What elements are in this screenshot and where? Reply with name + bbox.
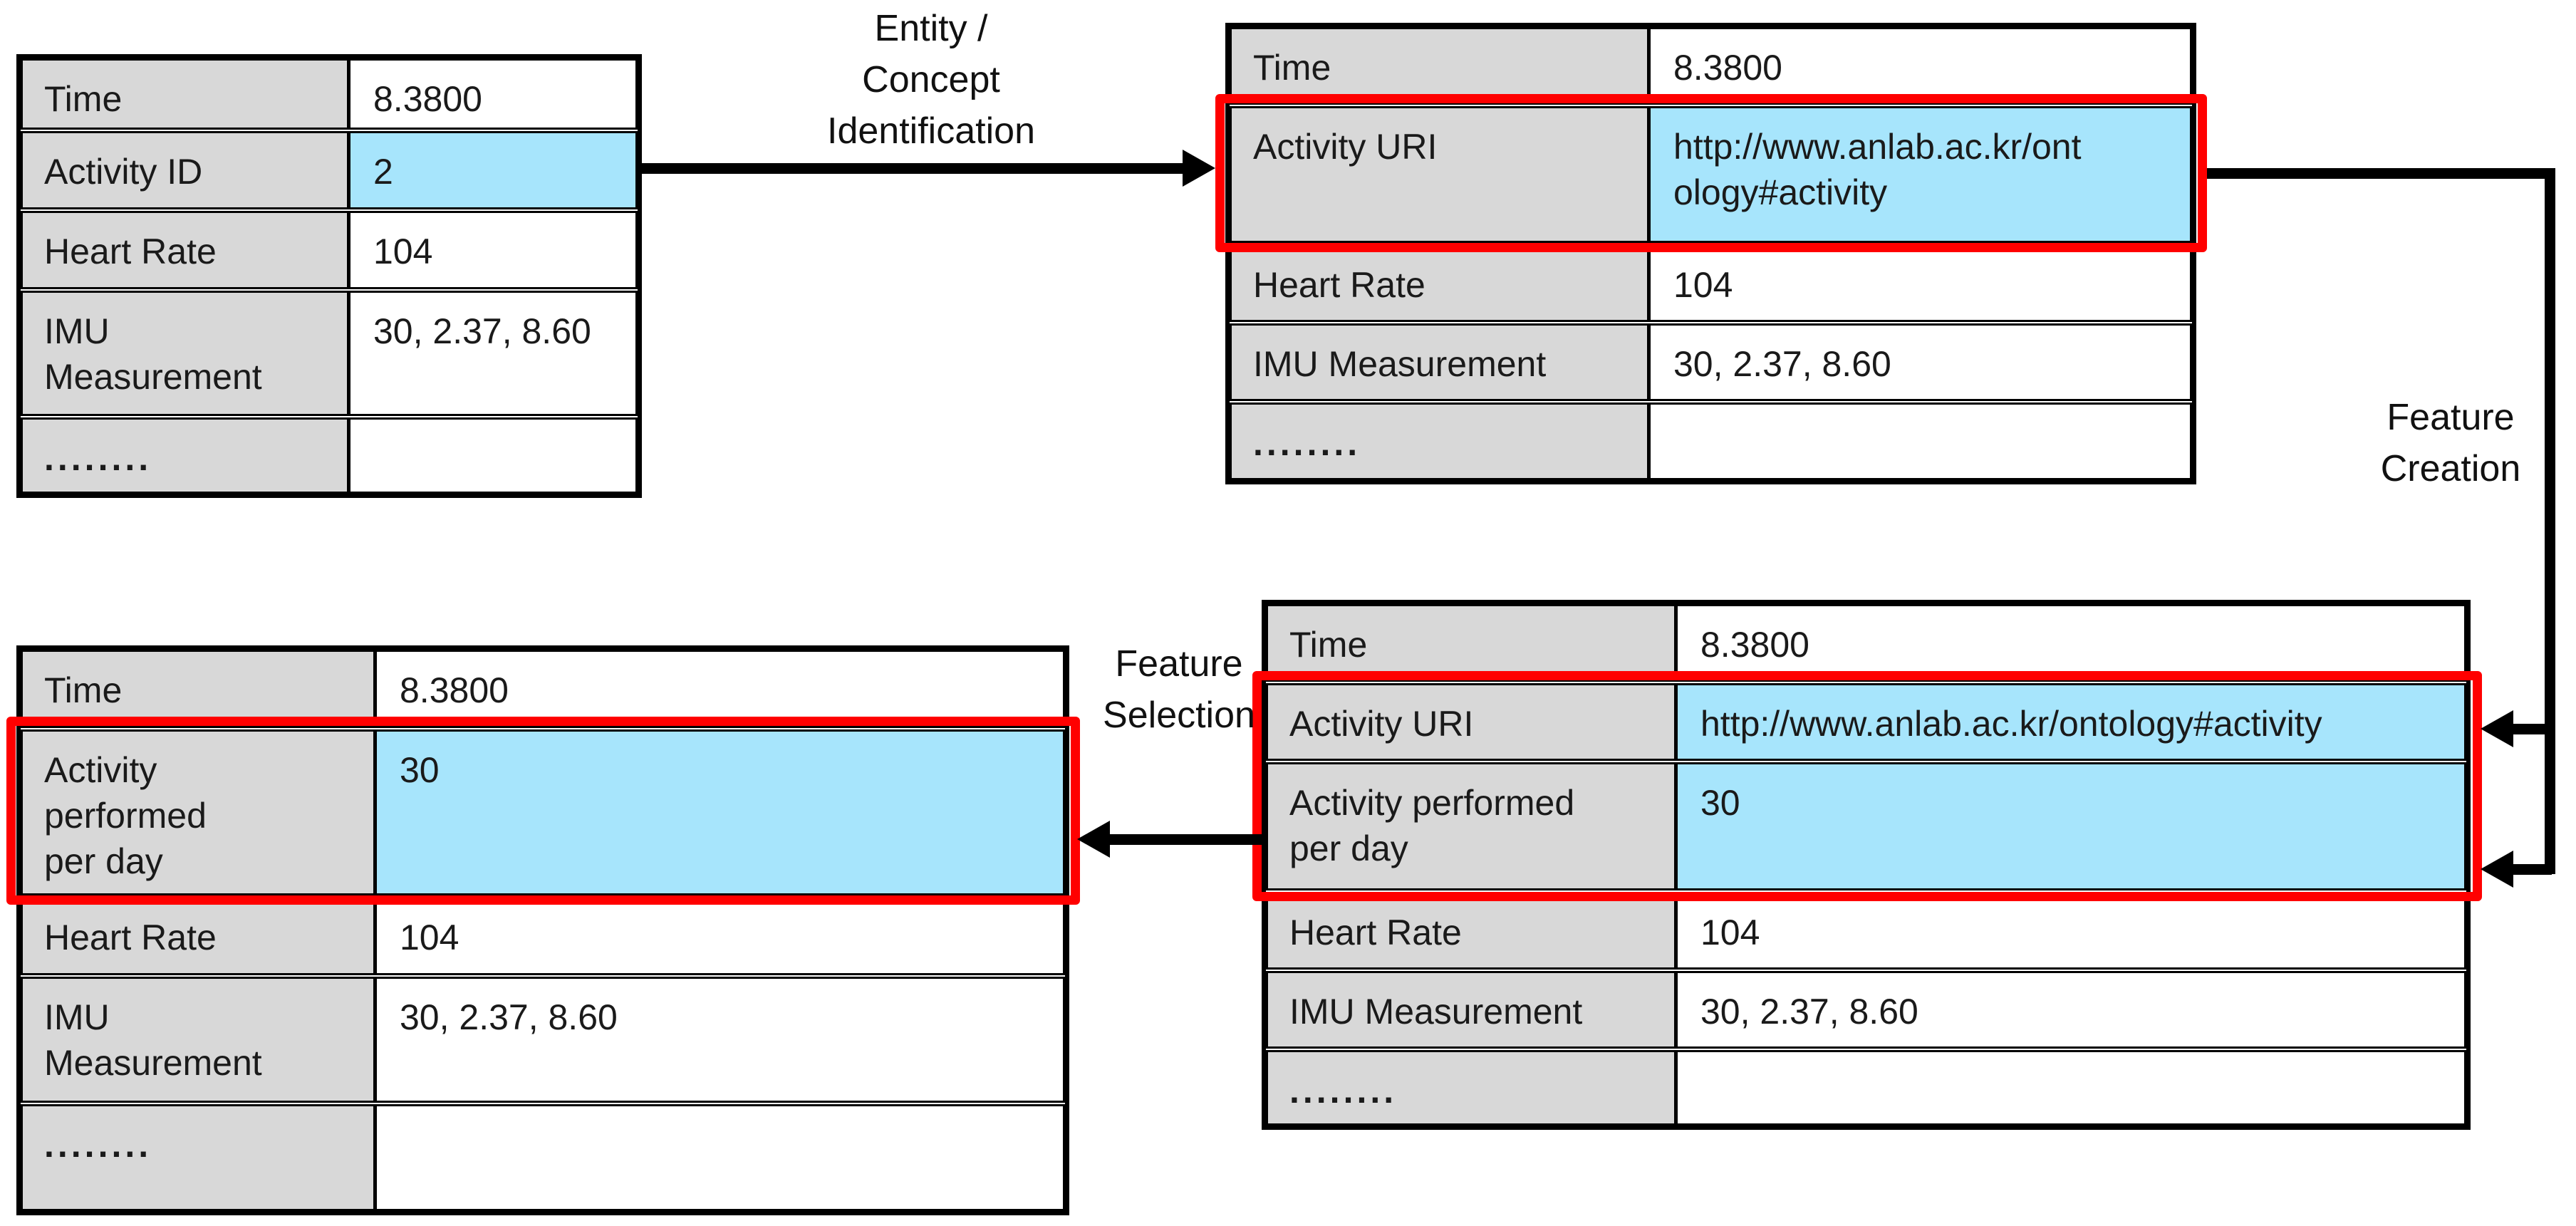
table-row: Activity performed per day 30 xyxy=(1266,762,2466,890)
arrow-feature-creation-branch-perday-head xyxy=(2481,851,2513,888)
cell-value-highlighted: 30 xyxy=(377,732,1063,893)
cell-value-highlighted: 30 xyxy=(1678,764,2464,888)
cell-value: 8.3800 xyxy=(377,652,1063,726)
table-row: Heart Rate 104 xyxy=(21,897,1065,975)
cell-label: Time xyxy=(1232,29,1651,103)
arrow-feature-creation-top-segment xyxy=(2207,168,2555,179)
cell-value: 30, 2.37, 8.60 xyxy=(1678,973,2464,1046)
table-row: Time 8.3800 xyxy=(1230,27,2192,105)
table-row: Time 8.3800 xyxy=(21,58,638,130)
arrow-entity-identification-head xyxy=(1183,150,1215,187)
cell-label: Activity performed per day xyxy=(23,732,377,893)
cell-value: 104 xyxy=(1678,894,2464,967)
cell-label-ellipsis: ........ xyxy=(23,1106,377,1209)
cell-label: Heart Rate xyxy=(1232,246,1651,320)
cell-value xyxy=(377,1106,1063,1209)
cell-value xyxy=(350,420,635,492)
cell-label-ellipsis: ........ xyxy=(1232,405,1651,478)
cell-label-ellipsis: ........ xyxy=(23,420,350,492)
table-row: ........ xyxy=(1230,402,2192,480)
cell-label: Activity ID xyxy=(23,133,350,207)
cell-label: IMU Measurement xyxy=(23,979,377,1101)
cell-label: Time xyxy=(23,652,377,726)
table-row: Heart Rate 104 xyxy=(21,211,638,289)
table-row: Activity performed per day 30 xyxy=(21,729,1065,895)
table-row: Heart Rate 104 xyxy=(1266,892,2466,970)
cell-value: 30, 2.37, 8.60 xyxy=(377,979,1063,1101)
table-row: ........ xyxy=(21,1104,1065,1211)
table-feature-created: Time 8.3800 Activity URI http://www.anla… xyxy=(1262,600,2471,1130)
table-row: ........ xyxy=(1266,1050,2466,1126)
cell-value: 104 xyxy=(1651,246,2190,320)
arrow-feature-selection-head xyxy=(1077,821,1110,858)
table-row: Activity ID 2 xyxy=(21,131,638,209)
table-row: Heart Rate 104 xyxy=(1230,244,2192,322)
cell-value: 8.3800 xyxy=(1678,606,2464,680)
cell-label-ellipsis: ........ xyxy=(1268,1052,1678,1123)
cell-label: IMU Measurement xyxy=(1268,973,1678,1046)
cell-value: 8.3800 xyxy=(1651,29,2190,103)
cell-label: Time xyxy=(23,61,350,128)
cell-value: 8.3800 xyxy=(350,61,635,128)
table-raw-data: Time 8.3800 Activity ID 2 Heart Rate 104… xyxy=(16,54,642,498)
cell-label: Activity URI xyxy=(1232,108,1651,241)
table-row: Time 8.3800 xyxy=(1266,604,2466,682)
cell-value-highlighted: http://www.anlab.ac.kr/ont ology#activit… xyxy=(1651,108,2190,241)
arrow-feature-selection-shaft xyxy=(1108,834,1262,845)
cell-label: Heart Rate xyxy=(1268,894,1678,967)
table-row: IMU Measurement 30, 2.37, 8.60 xyxy=(1266,971,2466,1049)
cell-value xyxy=(1651,405,2190,478)
arrow-feature-creation-branch-uri-segment xyxy=(2512,724,2552,734)
cell-label: Time xyxy=(1268,606,1678,680)
arrow-feature-creation-branch-uri-head xyxy=(2481,710,2513,747)
table-feature-selected: Time 8.3800 Activity performed per day 3… xyxy=(16,645,1069,1215)
table-row: IMU Measurement 30, 2.37, 8.60 xyxy=(21,977,1065,1103)
cell-value-highlighted: 2 xyxy=(350,133,635,207)
table-row: Activity URI http://www.anlab.ac.kr/ont … xyxy=(1230,106,2192,243)
cell-label: IMU Measurement xyxy=(1232,326,1651,399)
arrow-entity-identification-shaft xyxy=(642,163,1183,174)
table-row: Time 8.3800 xyxy=(21,650,1065,728)
arrow-label-feature-creation: Feature Creation xyxy=(2380,397,2521,489)
cell-label: IMU Measurement xyxy=(23,293,350,414)
cell-value: 30, 2.37, 8.60 xyxy=(1651,326,2190,399)
cell-value: 104 xyxy=(377,899,1063,973)
table-row: IMU Measurement 30, 2.37, 8.60 xyxy=(21,291,638,416)
table-row: IMU Measurement 30, 2.37, 8.60 xyxy=(1230,323,2192,401)
cell-label: Activity URI xyxy=(1268,685,1678,759)
cell-value xyxy=(1678,1052,2464,1123)
cell-label: Heart Rate xyxy=(23,213,350,287)
cell-value-highlighted: http://www.anlab.ac.kr/ontology#activity xyxy=(1678,685,2464,759)
arrow-label-entity-concept-identification: Entity / Concept Identification xyxy=(827,8,1035,152)
arrow-feature-creation-vertical-segment xyxy=(2545,168,2555,874)
table-entity-identified: Time 8.3800 Activity URI http://www.anla… xyxy=(1225,23,2196,484)
table-row: ........ xyxy=(21,417,638,494)
cell-value: 30, 2.37, 8.60 xyxy=(350,293,635,414)
cell-label: Activity performed per day xyxy=(1268,764,1678,888)
cell-value: 104 xyxy=(350,213,635,287)
table-row: Activity URI http://www.anlab.ac.kr/onto… xyxy=(1266,683,2466,761)
arrow-feature-creation-branch-perday-segment xyxy=(2512,864,2552,875)
cell-label: Heart Rate xyxy=(23,899,377,973)
